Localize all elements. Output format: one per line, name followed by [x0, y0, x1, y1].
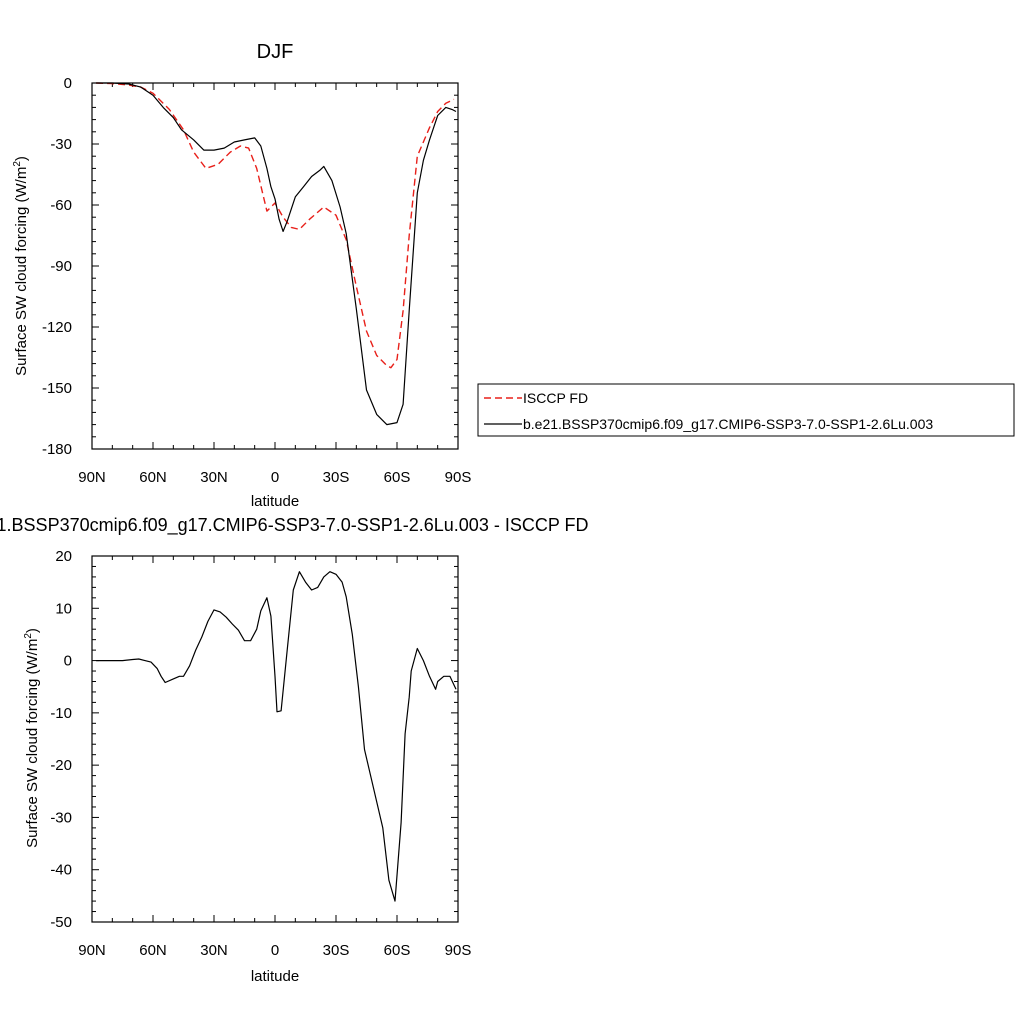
- legend-box: [477, 383, 1015, 437]
- axis-ticks: 90N 60N 30N 0 30S 60S 90S 20 10 0 -10 -20 -30 -40 -50: [50, 548, 471, 959]
- y-tick-label: -60: [50, 197, 72, 214]
- x-tick-label: 60S: [384, 942, 411, 959]
- plot-frame: [91, 82, 459, 450]
- y-tick-label: -30: [50, 809, 72, 826]
- y-tick-label: -150: [42, 380, 72, 397]
- y-axis-label: Surface SW cloud forcing (W/m2): [23, 628, 41, 848]
- x-tick-label: 60S: [384, 469, 411, 486]
- series-lines: [96, 571, 457, 902]
- unit-close: ): [24, 628, 41, 633]
- y-tick-label: -10: [50, 705, 72, 722]
- y-tick-label: -90: [50, 258, 72, 275]
- y-tick-label: 0: [64, 75, 72, 92]
- y-tick-label: 0: [64, 653, 72, 670]
- y-axis-label-text: Surface SW cloud forcing (W/m: [24, 639, 41, 848]
- y-tick-label: 20: [55, 548, 72, 565]
- legend: ISCCP FD b.e21.BSSP370cmip6.f09_g17.CMIP…: [477, 383, 1015, 437]
- x-tick-label: 30S: [323, 942, 350, 959]
- y-axis-label: Surface SW cloud forcing (W/m2): [12, 156, 30, 376]
- series-line: [96, 82, 455, 369]
- x-tick-label: 30N: [200, 942, 228, 959]
- y-tick-label: -30: [50, 136, 72, 153]
- x-tick-label: 90S: [445, 469, 472, 486]
- chart-title: DJF: [257, 41, 294, 63]
- legend-label-model: b.e21.BSSP370cmip6.f09_g17.CMIP6-SSP3-7.…: [523, 416, 933, 432]
- y-tick-label: -120: [42, 319, 72, 336]
- y-tick-label: 10: [55, 600, 72, 617]
- y-axis-label-text: Surface SW cloud forcing (W/m: [13, 167, 30, 376]
- x-tick-label: 30S: [323, 469, 350, 486]
- x-tick-label: 90S: [445, 942, 472, 959]
- series-line: [96, 82, 457, 426]
- x-tick-label: 60N: [139, 469, 167, 486]
- x-tick-label: 0: [271, 469, 279, 486]
- unit-superscript: 2: [12, 161, 23, 167]
- unit-superscript: 2: [23, 633, 34, 639]
- y-tick-label: -50: [50, 914, 72, 931]
- plot-frame: [91, 555, 459, 923]
- x-tick-label: 90N: [78, 469, 106, 486]
- series-line: [96, 571, 457, 902]
- x-tick-label: 30N: [200, 469, 228, 486]
- x-tick-label: 90N: [78, 942, 106, 959]
- bottom-panel: b.e21.BSSP370cmip6.f09_g17.CMIP6-SSP3-7.…: [0, 515, 589, 985]
- unit-close: ): [13, 156, 30, 161]
- x-axis-label: latitude: [251, 968, 299, 985]
- chart-title: b.e21.BSSP370cmip6.f09_g17.CMIP6-SSP3-7.…: [0, 515, 589, 536]
- legend-label-isccp: ISCCP FD: [523, 390, 588, 406]
- series-lines: [96, 82, 457, 426]
- x-tick-label: 0: [271, 942, 279, 959]
- y-tick-label: -180: [42, 441, 72, 458]
- x-axis-label: latitude: [251, 493, 299, 510]
- y-tick-label: -20: [50, 757, 72, 774]
- x-tick-label: 60N: [139, 942, 167, 959]
- axis-ticks: 90N 60N 30N 0 30S 60S 90S 0 -30 -60 -90 -120 -150 -18…: [42, 75, 471, 486]
- top-panel: DJF Surface SW cloud forcing (W/m2) lati…: [12, 41, 471, 510]
- y-tick-label: -40: [50, 862, 72, 879]
